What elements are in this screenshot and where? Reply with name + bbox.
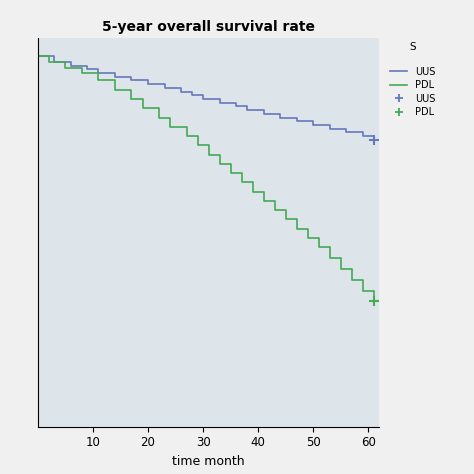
Title: 5-year overall survival rate: 5-year overall survival rate — [102, 20, 315, 34]
X-axis label: time month: time month — [172, 455, 245, 468]
Legend: UUS, PDL, UUS, PDL: UUS, PDL, UUS, PDL — [386, 38, 439, 121]
